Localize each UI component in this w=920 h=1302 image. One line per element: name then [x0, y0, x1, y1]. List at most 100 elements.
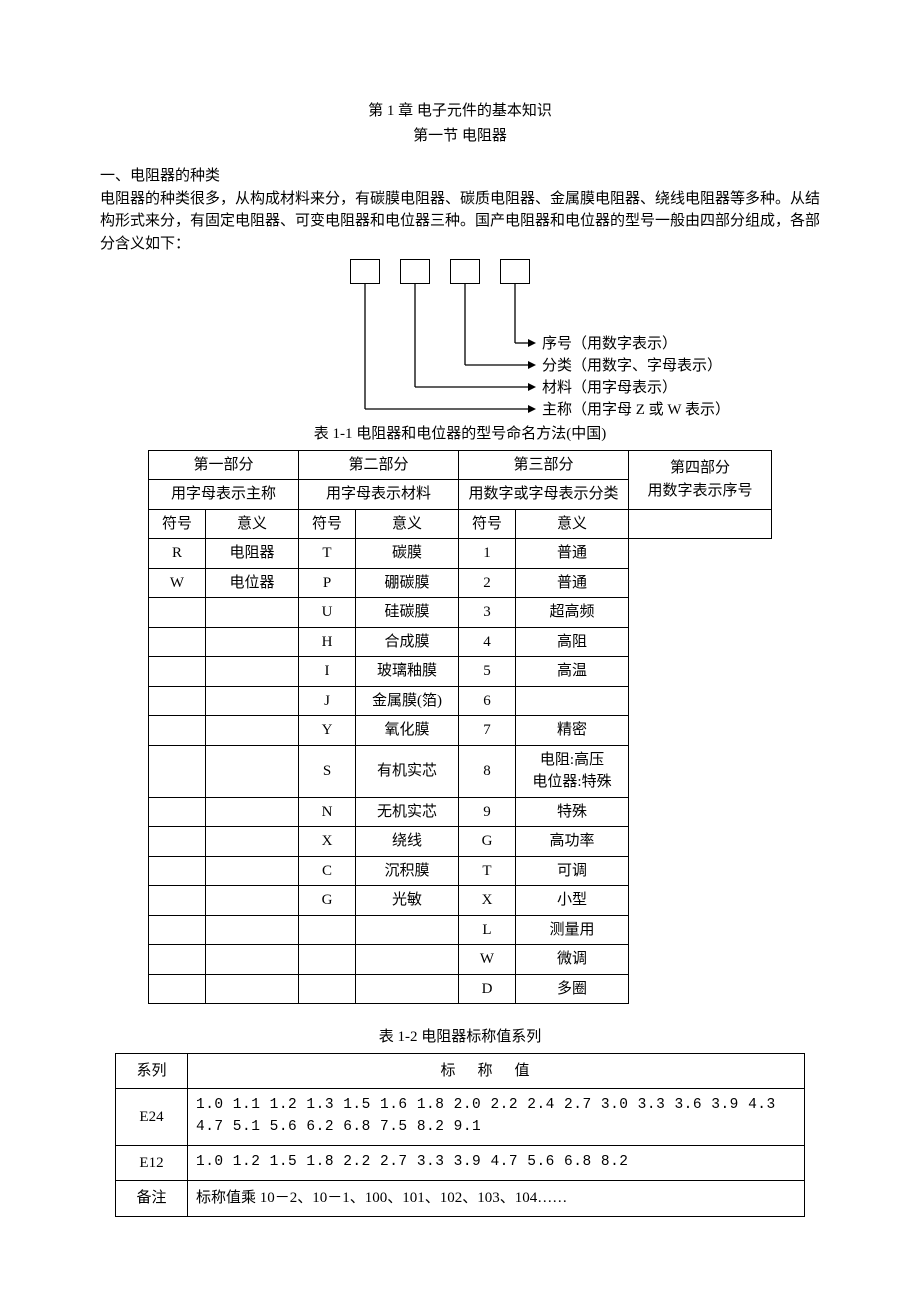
- t1-cell: G: [459, 827, 516, 857]
- t1-sub3: 用数字或字母表示分类: [459, 480, 629, 510]
- t1-cell: [206, 856, 299, 886]
- t1-part4-empty: [629, 509, 772, 539]
- t1-cell: [149, 945, 206, 975]
- t1-cell: [149, 598, 206, 628]
- t1-cell: 硅碳膜: [356, 598, 459, 628]
- t1-cell: N: [299, 797, 356, 827]
- t1-cell: [206, 716, 299, 746]
- t1-cell: 特殊: [516, 797, 629, 827]
- t1-cell: 3: [459, 598, 516, 628]
- t1-cell: U: [299, 598, 356, 628]
- t2-values: 1.0 1.2 1.5 1.8 2.2 2.7 3.3 3.9 4.7 5.6 …: [188, 1145, 805, 1181]
- t1-cell: [149, 657, 206, 687]
- t1-cell: 5: [459, 657, 516, 687]
- t1-cell: 测量用: [516, 915, 629, 945]
- t1-cell: [149, 827, 206, 857]
- t1-cell: 氧化膜: [356, 716, 459, 746]
- t1-cell: D: [459, 974, 516, 1004]
- t1-cell: P: [299, 568, 356, 598]
- t1-part4: 第四部分 用数字表示序号: [629, 450, 772, 509]
- t1-cell: H: [299, 627, 356, 657]
- t1-cell: [516, 686, 629, 716]
- t2-h-values: 标称值: [188, 1053, 805, 1089]
- t1-cell: [356, 945, 459, 975]
- t1-part2: 第二部分: [299, 450, 459, 480]
- t1-sub2: 用字母表示材料: [299, 480, 459, 510]
- chapter-title: 第 1 章 电子元件的基本知识: [100, 100, 820, 123]
- t1-part3: 第三部分: [459, 450, 629, 480]
- t1-cell: T: [459, 856, 516, 886]
- t1-cell: 精密: [516, 716, 629, 746]
- t1-cell: 6: [459, 686, 516, 716]
- part-box-1: [350, 259, 380, 284]
- t1-cell: 合成膜: [356, 627, 459, 657]
- t1-cell: 玻璃釉膜: [356, 657, 459, 687]
- t1-cell: [149, 686, 206, 716]
- t1-cell: [149, 716, 206, 746]
- t1-cell: [356, 915, 459, 945]
- t1-cell: [206, 627, 299, 657]
- t1-cell: 电阻器: [206, 539, 299, 569]
- t1-cell: 高阻: [516, 627, 629, 657]
- t1-col-sym3: 符号: [459, 509, 516, 539]
- t1-cell: 普通: [516, 539, 629, 569]
- naming-table: 第一部分 第二部分 第三部分 第四部分 用数字表示序号 用字母表示主称 用字母表…: [148, 450, 772, 1005]
- t1-cell: 硼碳膜: [356, 568, 459, 598]
- t1-cell: C: [299, 856, 356, 886]
- t1-cell: R: [149, 539, 206, 569]
- t1-cell: 无机实芯: [356, 797, 459, 827]
- t1-cell: [149, 797, 206, 827]
- t1-cell: 绕线: [356, 827, 459, 857]
- t1-cell: J: [299, 686, 356, 716]
- t1-cell: 金属膜(箔): [356, 686, 459, 716]
- t1-cell: 7: [459, 716, 516, 746]
- nominal-values-table: 系列 标称值 E241.0 1.1 1.2 1.3 1.5 1.6 1.8 2.…: [115, 1053, 805, 1217]
- t1-cell: [149, 627, 206, 657]
- t1-cell: 小型: [516, 886, 629, 916]
- t1-cell: 8: [459, 745, 516, 797]
- t1-col-mean3: 意义: [516, 509, 629, 539]
- t1-cell: [206, 945, 299, 975]
- t1-cell: W: [149, 568, 206, 598]
- t1-cell: X: [459, 886, 516, 916]
- t1-cell: 1: [459, 539, 516, 569]
- t1-cell: [149, 915, 206, 945]
- paragraph-1: 电阻器的种类很多，从构成材料来分，有碳膜电阻器、碳质电阻器、金属膜电阻器、绕线电…: [100, 188, 820, 256]
- t1-cell: Y: [299, 716, 356, 746]
- t1-cell: [206, 686, 299, 716]
- t1-cell: 电阻:高压电位器:特殊: [516, 745, 629, 797]
- t1-cell: G: [299, 886, 356, 916]
- t1-cell: 电位器: [206, 568, 299, 598]
- part-box-2: [400, 259, 430, 284]
- t1-cell: [206, 598, 299, 628]
- t1-cell: 碳膜: [356, 539, 459, 569]
- part-box-3: [450, 259, 480, 284]
- t1-cell: 2: [459, 568, 516, 598]
- t1-cell: [206, 974, 299, 1004]
- diagram-label-4: 序号（用数字表示）: [542, 333, 677, 356]
- t2-series: E12: [116, 1145, 188, 1181]
- t1-cell: [299, 945, 356, 975]
- part-box-4: [500, 259, 530, 284]
- t1-cell: 可调: [516, 856, 629, 886]
- t2-values: 标称值乘 10－2、10－1、100、101、102、103、104……: [188, 1181, 805, 1217]
- t1-cell: 高功率: [516, 827, 629, 857]
- t2-series: 备注: [116, 1181, 188, 1217]
- t1-cell: [206, 797, 299, 827]
- t1-cell: T: [299, 539, 356, 569]
- t1-col-sym1: 符号: [149, 509, 206, 539]
- section-title: 第一节 电阻器: [100, 125, 820, 148]
- t1-cell: 光敏: [356, 886, 459, 916]
- t1-cell: I: [299, 657, 356, 687]
- t1-cell: 沉积膜: [356, 856, 459, 886]
- t1-cell: 超高频: [516, 598, 629, 628]
- t1-cell: 普通: [516, 568, 629, 598]
- t1-sub1: 用字母表示主称: [149, 480, 299, 510]
- t1-cell: 高温: [516, 657, 629, 687]
- t1-cell: 4: [459, 627, 516, 657]
- t1-cell: [149, 974, 206, 1004]
- t1-cell: [206, 915, 299, 945]
- diagram-label-1: 主称（用字母 Z 或 W 表示）: [542, 399, 730, 422]
- t1-part1: 第一部分: [149, 450, 299, 480]
- diagram-label-2: 材料（用字母表示）: [542, 377, 677, 400]
